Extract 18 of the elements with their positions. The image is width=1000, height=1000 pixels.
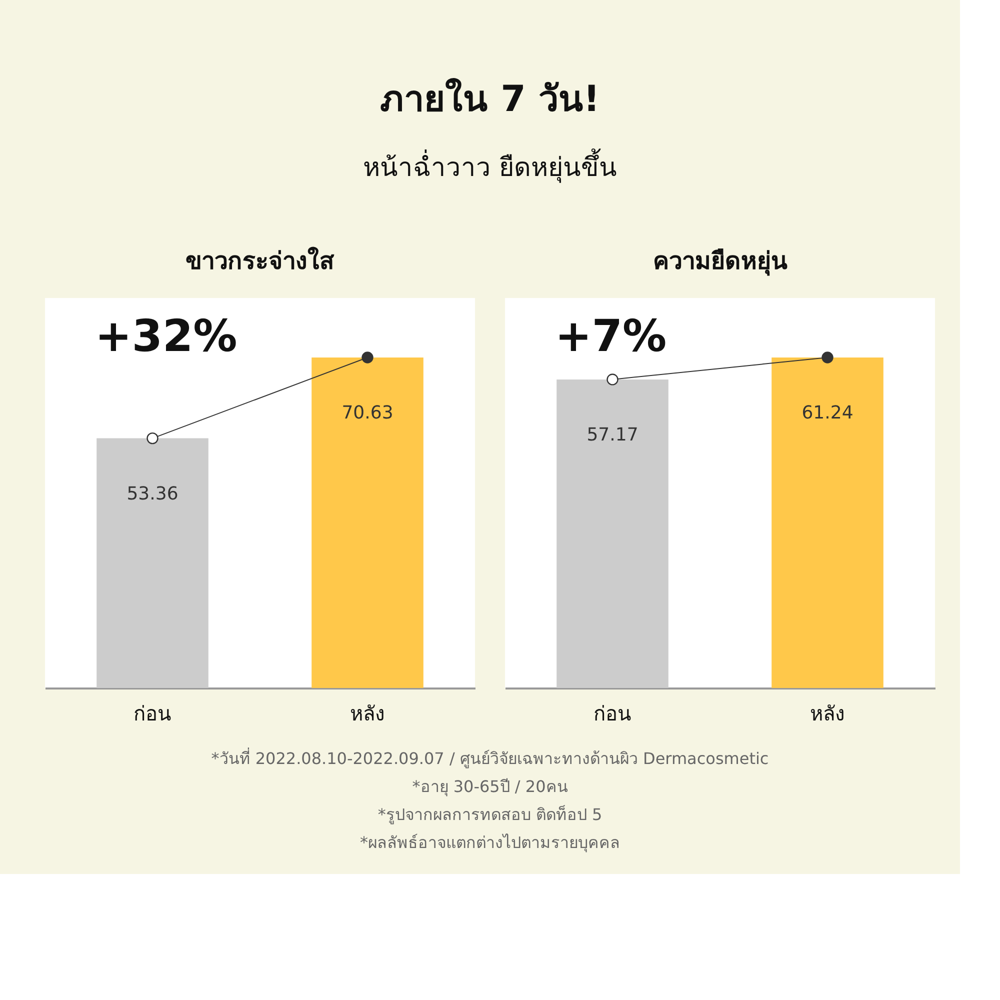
text: ภายใน 7 วัน! [380,77,600,120]
data-label: 57.17 [586,424,638,446]
text: *วันที่ 2022.08.10-2022.09.07 / ศูนย์วิจัยเฉพาะทางด้านผิว Dermacosmetic [211,747,769,769]
text: หน้าฉ่ำวาว ยืดหยุ่นขึ้น [362,148,618,183]
text: *อายุ 30-65ปี / 20คน [412,777,568,797]
x-tick-label: ก่อน [594,702,632,726]
data-label: 61.24 [802,402,854,424]
annotation: +32% [95,311,238,362]
x-tick-label: ก่อน [134,702,172,726]
data-label: 70.63 [342,402,394,424]
x-tick-label: หลัง [810,702,845,726]
data-label: 53.36 [126,483,178,504]
chart-title: ความยืดหยุ่น [653,247,788,277]
text: *รูปจากผลการทดสอบ ติดท็อป 5 [378,804,602,825]
x-tick-label: หลัง [350,702,385,726]
annotation: +7% [555,311,667,362]
chart-title: ขาวกระจ่างใส [186,246,334,275]
text: *ผลลัพธ์อาจแตกต่างไปตามรายบุคคล [360,833,620,853]
